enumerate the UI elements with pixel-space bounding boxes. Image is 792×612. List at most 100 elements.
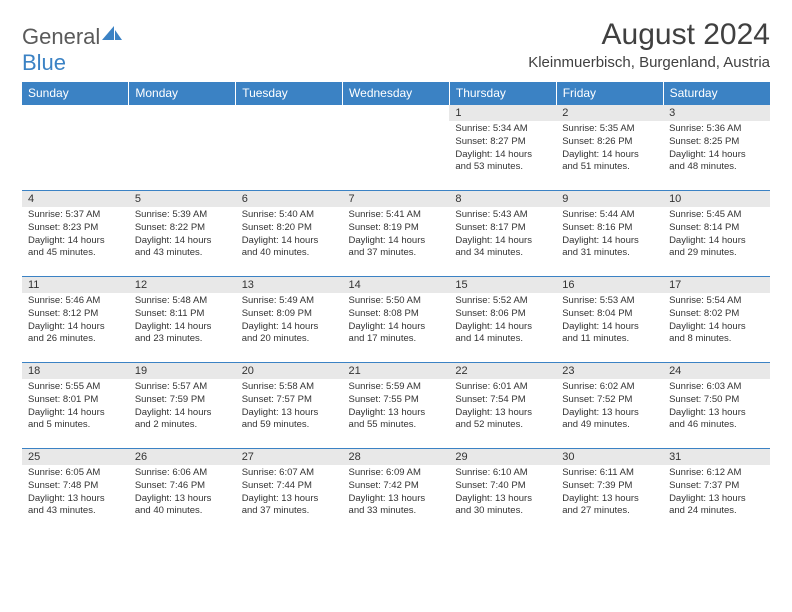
- sunset-line: Sunset: 8:26 PM: [562, 136, 657, 149]
- daylight-line: Daylight: 14 hours and 31 minutes.: [562, 235, 657, 261]
- day-header: Wednesday: [343, 82, 450, 105]
- calendar-empty-cell: [343, 105, 450, 191]
- calendar-day-cell: 26Sunrise: 6:06 AMSunset: 7:46 PMDayligh…: [129, 449, 236, 535]
- day-details: Sunrise: 6:11 AMSunset: 7:39 PMDaylight:…: [556, 465, 663, 522]
- day-details: Sunrise: 5:48 AMSunset: 8:11 PMDaylight:…: [129, 293, 236, 350]
- sunset-line: Sunset: 7:50 PM: [669, 394, 764, 407]
- sunset-line: Sunset: 8:19 PM: [349, 222, 444, 235]
- daylight-line: Daylight: 14 hours and 20 minutes.: [242, 321, 337, 347]
- day-details: Sunrise: 5:36 AMSunset: 8:25 PMDaylight:…: [663, 121, 770, 178]
- day-details: Sunrise: 5:45 AMSunset: 8:14 PMDaylight:…: [663, 207, 770, 264]
- day-number: 31: [663, 449, 770, 465]
- calendar-body: 1Sunrise: 5:34 AMSunset: 8:27 PMDaylight…: [22, 105, 770, 535]
- sunset-line: Sunset: 7:59 PM: [135, 394, 230, 407]
- calendar-day-cell: 6Sunrise: 5:40 AMSunset: 8:20 PMDaylight…: [236, 191, 343, 277]
- sunrise-line: Sunrise: 5:57 AM: [135, 381, 230, 394]
- day-details: Sunrise: 6:10 AMSunset: 7:40 PMDaylight:…: [449, 465, 556, 522]
- daylight-line: Daylight: 13 hours and 43 minutes.: [28, 493, 123, 519]
- calendar-page: General Blue August 2024 Kleinmuerbisch,…: [0, 0, 792, 553]
- daylight-line: Daylight: 13 hours and 24 minutes.: [669, 493, 764, 519]
- sunset-line: Sunset: 7:52 PM: [562, 394, 657, 407]
- calendar-day-cell: 30Sunrise: 6:11 AMSunset: 7:39 PMDayligh…: [556, 449, 663, 535]
- day-number: 27: [236, 449, 343, 465]
- day-details: Sunrise: 6:12 AMSunset: 7:37 PMDaylight:…: [663, 465, 770, 522]
- day-header: Thursday: [449, 82, 556, 105]
- day-details: Sunrise: 5:43 AMSunset: 8:17 PMDaylight:…: [449, 207, 556, 264]
- calendar-day-cell: 8Sunrise: 5:43 AMSunset: 8:17 PMDaylight…: [449, 191, 556, 277]
- logo-text-row: General Blue: [22, 24, 124, 76]
- sunset-line: Sunset: 8:12 PM: [28, 308, 123, 321]
- calendar-week-row: 1Sunrise: 5:34 AMSunset: 8:27 PMDaylight…: [22, 105, 770, 191]
- sunset-line: Sunset: 8:27 PM: [455, 136, 550, 149]
- daylight-line: Daylight: 14 hours and 34 minutes.: [455, 235, 550, 261]
- daylight-line: Daylight: 13 hours and 27 minutes.: [562, 493, 657, 519]
- daylight-line: Daylight: 14 hours and 26 minutes.: [28, 321, 123, 347]
- daylight-line: Daylight: 14 hours and 45 minutes.: [28, 235, 123, 261]
- day-number: 16: [556, 277, 663, 293]
- logo-text-general: General: [22, 24, 100, 49]
- day-number: 10: [663, 191, 770, 207]
- daylight-line: Daylight: 13 hours and 37 minutes.: [242, 493, 337, 519]
- sunset-line: Sunset: 7:48 PM: [28, 480, 123, 493]
- calendar-week-row: 11Sunrise: 5:46 AMSunset: 8:12 PMDayligh…: [22, 277, 770, 363]
- sunrise-line: Sunrise: 5:35 AM: [562, 123, 657, 136]
- daylight-line: Daylight: 14 hours and 51 minutes.: [562, 149, 657, 175]
- calendar-day-cell: 21Sunrise: 5:59 AMSunset: 7:55 PMDayligh…: [343, 363, 450, 449]
- sunrise-line: Sunrise: 5:34 AM: [455, 123, 550, 136]
- sunset-line: Sunset: 8:16 PM: [562, 222, 657, 235]
- logo: General Blue: [22, 24, 124, 76]
- day-number: 4: [22, 191, 129, 207]
- day-number: 1: [449, 105, 556, 121]
- day-number: 6: [236, 191, 343, 207]
- sunrise-line: Sunrise: 5:45 AM: [669, 209, 764, 222]
- daylight-line: Daylight: 14 hours and 17 minutes.: [349, 321, 444, 347]
- daylight-line: Daylight: 14 hours and 43 minutes.: [135, 235, 230, 261]
- calendar-week-row: 4Sunrise: 5:37 AMSunset: 8:23 PMDaylight…: [22, 191, 770, 277]
- month-title: August 2024: [528, 18, 770, 52]
- day-number: 2: [556, 105, 663, 121]
- sunrise-line: Sunrise: 5:49 AM: [242, 295, 337, 308]
- day-details: Sunrise: 5:58 AMSunset: 7:57 PMDaylight:…: [236, 379, 343, 436]
- day-details: Sunrise: 5:59 AMSunset: 7:55 PMDaylight:…: [343, 379, 450, 436]
- calendar-day-cell: 9Sunrise: 5:44 AMSunset: 8:16 PMDaylight…: [556, 191, 663, 277]
- calendar-table: SundayMondayTuesdayWednesdayThursdayFrid…: [22, 82, 770, 535]
- day-number: 9: [556, 191, 663, 207]
- calendar-day-cell: 4 Sunrise: 5:37 AMSunset: 8:23 PMDaylight…: [22, 191, 129, 277]
- sunrise-line: Sunrise: 6:12 AM: [669, 467, 764, 480]
- sunset-line: Sunset: 8:23 PM: [28, 222, 123, 235]
- day-details: Sunrise: 6:05 AMSunset: 7:48 PMDaylight:…: [22, 465, 129, 522]
- sunrise-line: Sunrise: 6:02 AM: [562, 381, 657, 394]
- day-details: Sunrise: 5:34 AMSunset: 8:27 PMDaylight:…: [449, 121, 556, 178]
- sunset-line: Sunset: 8:20 PM: [242, 222, 337, 235]
- sunrise-line: Sunrise: 5:44 AM: [562, 209, 657, 222]
- calendar-day-cell: 3Sunrise: 5:36 AMSunset: 8:25 PMDaylight…: [663, 105, 770, 191]
- day-number: 25: [22, 449, 129, 465]
- sunrise-line: Sunrise: 5:59 AM: [349, 381, 444, 394]
- day-details: Sunrise: 5:49 AMSunset: 8:09 PMDaylight:…: [236, 293, 343, 350]
- day-details: Sunrise: 6:06 AMSunset: 7:46 PMDaylight:…: [129, 465, 236, 522]
- sunrise-line: Sunrise: 6:10 AM: [455, 467, 550, 480]
- calendar-day-cell: 14Sunrise: 5:50 AMSunset: 8:08 PMDayligh…: [343, 277, 450, 363]
- calendar-day-cell: 13Sunrise: 5:49 AMSunset: 8:09 PMDayligh…: [236, 277, 343, 363]
- page-header: General Blue August 2024 Kleinmuerbisch,…: [22, 18, 770, 76]
- day-details: Sunrise: 5:44 AMSunset: 8:16 PMDaylight:…: [556, 207, 663, 264]
- sunrise-line: Sunrise: 5:37 AM: [28, 209, 123, 222]
- calendar-day-cell: 5Sunrise: 5:39 AMSunset: 8:22 PMDaylight…: [129, 191, 236, 277]
- sunrise-line: Sunrise: 6:05 AM: [28, 467, 123, 480]
- day-number: 18: [22, 363, 129, 379]
- daylight-line: Daylight: 14 hours and 5 minutes.: [28, 407, 123, 433]
- day-details: Sunrise: 5:55 AMSunset: 8:01 PMDaylight:…: [22, 379, 129, 436]
- day-number: 20: [236, 363, 343, 379]
- day-number: 11: [22, 277, 129, 293]
- day-number: 23: [556, 363, 663, 379]
- sunset-line: Sunset: 8:06 PM: [455, 308, 550, 321]
- day-number: 13: [236, 277, 343, 293]
- calendar-day-cell: 10Sunrise: 5:45 AMSunset: 8:14 PMDayligh…: [663, 191, 770, 277]
- sunset-line: Sunset: 8:14 PM: [669, 222, 764, 235]
- daylight-line: Daylight: 14 hours and 23 minutes.: [135, 321, 230, 347]
- daylight-line: Daylight: 14 hours and 37 minutes.: [349, 235, 444, 261]
- day-header: Saturday: [663, 82, 770, 105]
- day-number: 14: [343, 277, 450, 293]
- sunrise-line: Sunrise: 5:50 AM: [349, 295, 444, 308]
- daylight-line: Daylight: 14 hours and 53 minutes.: [455, 149, 550, 175]
